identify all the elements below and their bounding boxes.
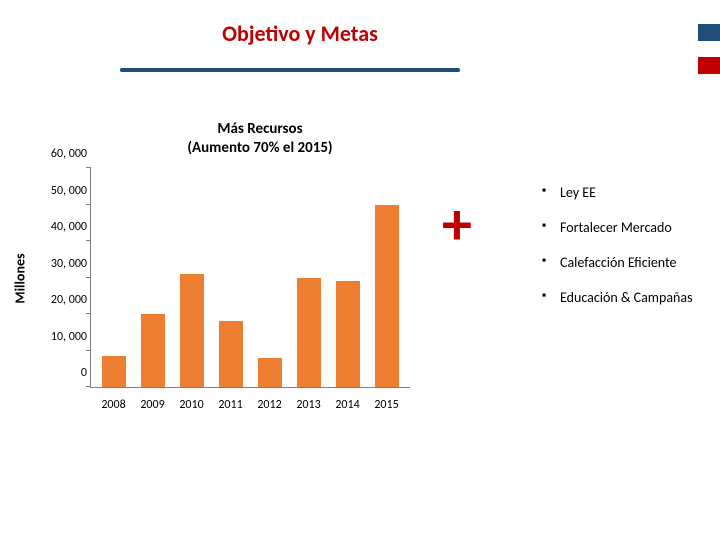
bullet-item: Calefacción Eficiente: [542, 254, 720, 271]
subtitle-line-2: (Aumento 70% el 2015): [150, 139, 370, 158]
page-title: Objetivo y Metas: [0, 20, 600, 47]
x-labels: 20082009201020112012201320142015: [90, 392, 410, 418]
flag-decoration: [698, 24, 720, 74]
plot-area: 010, 00020, 00030, 00040, 00050, 00060, …: [90, 168, 410, 388]
x-tick-label: 2014: [328, 392, 367, 418]
y-tick-label: 20, 000: [33, 293, 87, 307]
x-tick-label: 2010: [172, 392, 211, 418]
x-tick-label: 2011: [211, 392, 250, 418]
bullet-item: Educación & Campañas: [542, 289, 720, 306]
title-underline: [120, 68, 460, 72]
y-tick-label: 10, 000: [33, 330, 87, 344]
bullet-item: Fortalecer Mercado: [542, 219, 720, 236]
bar: [141, 314, 165, 387]
x-tick-label: 2013: [289, 392, 328, 418]
y-tick-label: 30, 000: [33, 257, 87, 271]
x-tick-label: 2009: [133, 392, 172, 418]
plus-symbol: +: [442, 195, 472, 255]
bar: [102, 356, 126, 387]
y-tick-label: 50, 000: [33, 184, 87, 198]
bar: [219, 321, 243, 387]
bullet-item: Ley EE: [542, 184, 720, 201]
x-tick-label: 2015: [367, 392, 406, 418]
x-tick-label: 2008: [94, 392, 133, 418]
x-tick-label: 2012: [250, 392, 289, 418]
y-tick-label: 40, 000: [33, 220, 87, 234]
bullet-list: Ley EE Fortalecer Mercado Calefacción Efic…: [502, 184, 720, 324]
bar: [180, 274, 204, 387]
y-axis-title: Millones: [10, 168, 30, 388]
bar: [336, 281, 360, 387]
bars-container: [91, 168, 410, 387]
bar: [297, 278, 321, 388]
bar-chart: Millones 010, 00020, 00030, 00040, 00050…: [20, 168, 410, 418]
bar: [258, 358, 282, 387]
y-tick-label: 0: [33, 366, 87, 380]
bar: [375, 205, 399, 388]
subtitle-line-1: Más Recursos: [150, 120, 370, 139]
chart-subtitle: Más Recursos (Aumento 70% el 2015): [150, 120, 370, 158]
y-tick-label: 60, 000: [33, 147, 87, 161]
